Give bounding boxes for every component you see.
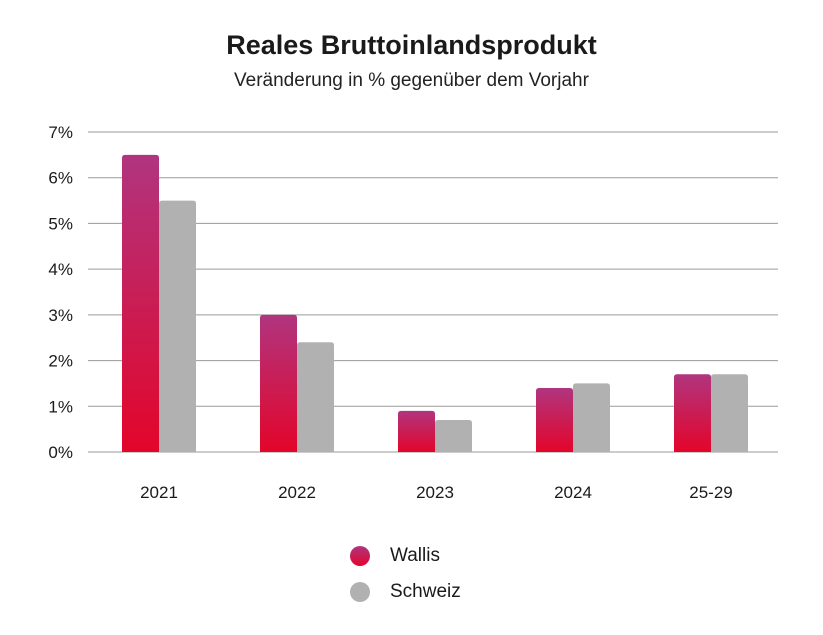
legend: Wallis Schweiz	[350, 538, 461, 610]
legend-label-schweiz: Schweiz	[390, 581, 461, 602]
x-tick-label: 2024	[554, 483, 592, 502]
y-axis-ticks: 0% 1% 2% 3% 4% 5% 6% 7%	[48, 123, 73, 462]
x-tick-label: 25-29	[689, 483, 732, 502]
bar-wallis-2024	[536, 388, 573, 452]
bar-wallis-2021	[122, 154, 159, 452]
bar-wallis-2023	[398, 410, 435, 452]
y-tick-label: 7%	[48, 123, 73, 142]
x-tick-label: 2023	[416, 483, 454, 502]
y-tick-label: 6%	[48, 169, 73, 188]
x-axis-ticks: 2021 2022 2023 2024 25-29	[140, 483, 733, 502]
bar-schweiz-2022	[297, 342, 334, 452]
bar-schweiz-25-29	[711, 374, 748, 452]
y-tick-label: 4%	[48, 260, 73, 279]
legend-item-schweiz: Schweiz	[350, 574, 461, 610]
bar-wallis-25-29	[674, 374, 711, 452]
legend-item-wallis: Wallis	[350, 538, 461, 574]
legend-swatch-wallis	[350, 546, 370, 566]
y-tick-label: 0%	[48, 443, 73, 462]
chart-subtitle: Veränderung in % gegenüber dem Vorjahr	[234, 70, 589, 91]
bar-schweiz-2023	[435, 420, 472, 452]
x-tick-label: 2021	[140, 483, 178, 502]
bar-schweiz-2021	[159, 200, 196, 452]
y-tick-label: 1%	[48, 397, 73, 416]
legend-label-wallis: Wallis	[390, 545, 440, 566]
x-tick-label: 2022	[278, 483, 316, 502]
chart-title: Reales Bruttoinlandsprodukt	[226, 30, 597, 60]
bars	[122, 154, 748, 452]
legend-swatch-schweiz	[350, 582, 370, 602]
y-tick-label: 2%	[48, 352, 73, 371]
bar-schweiz-2024	[573, 383, 610, 452]
bar-wallis-2022	[260, 314, 297, 452]
y-tick-label: 5%	[48, 214, 73, 233]
y-tick-label: 3%	[48, 306, 73, 325]
